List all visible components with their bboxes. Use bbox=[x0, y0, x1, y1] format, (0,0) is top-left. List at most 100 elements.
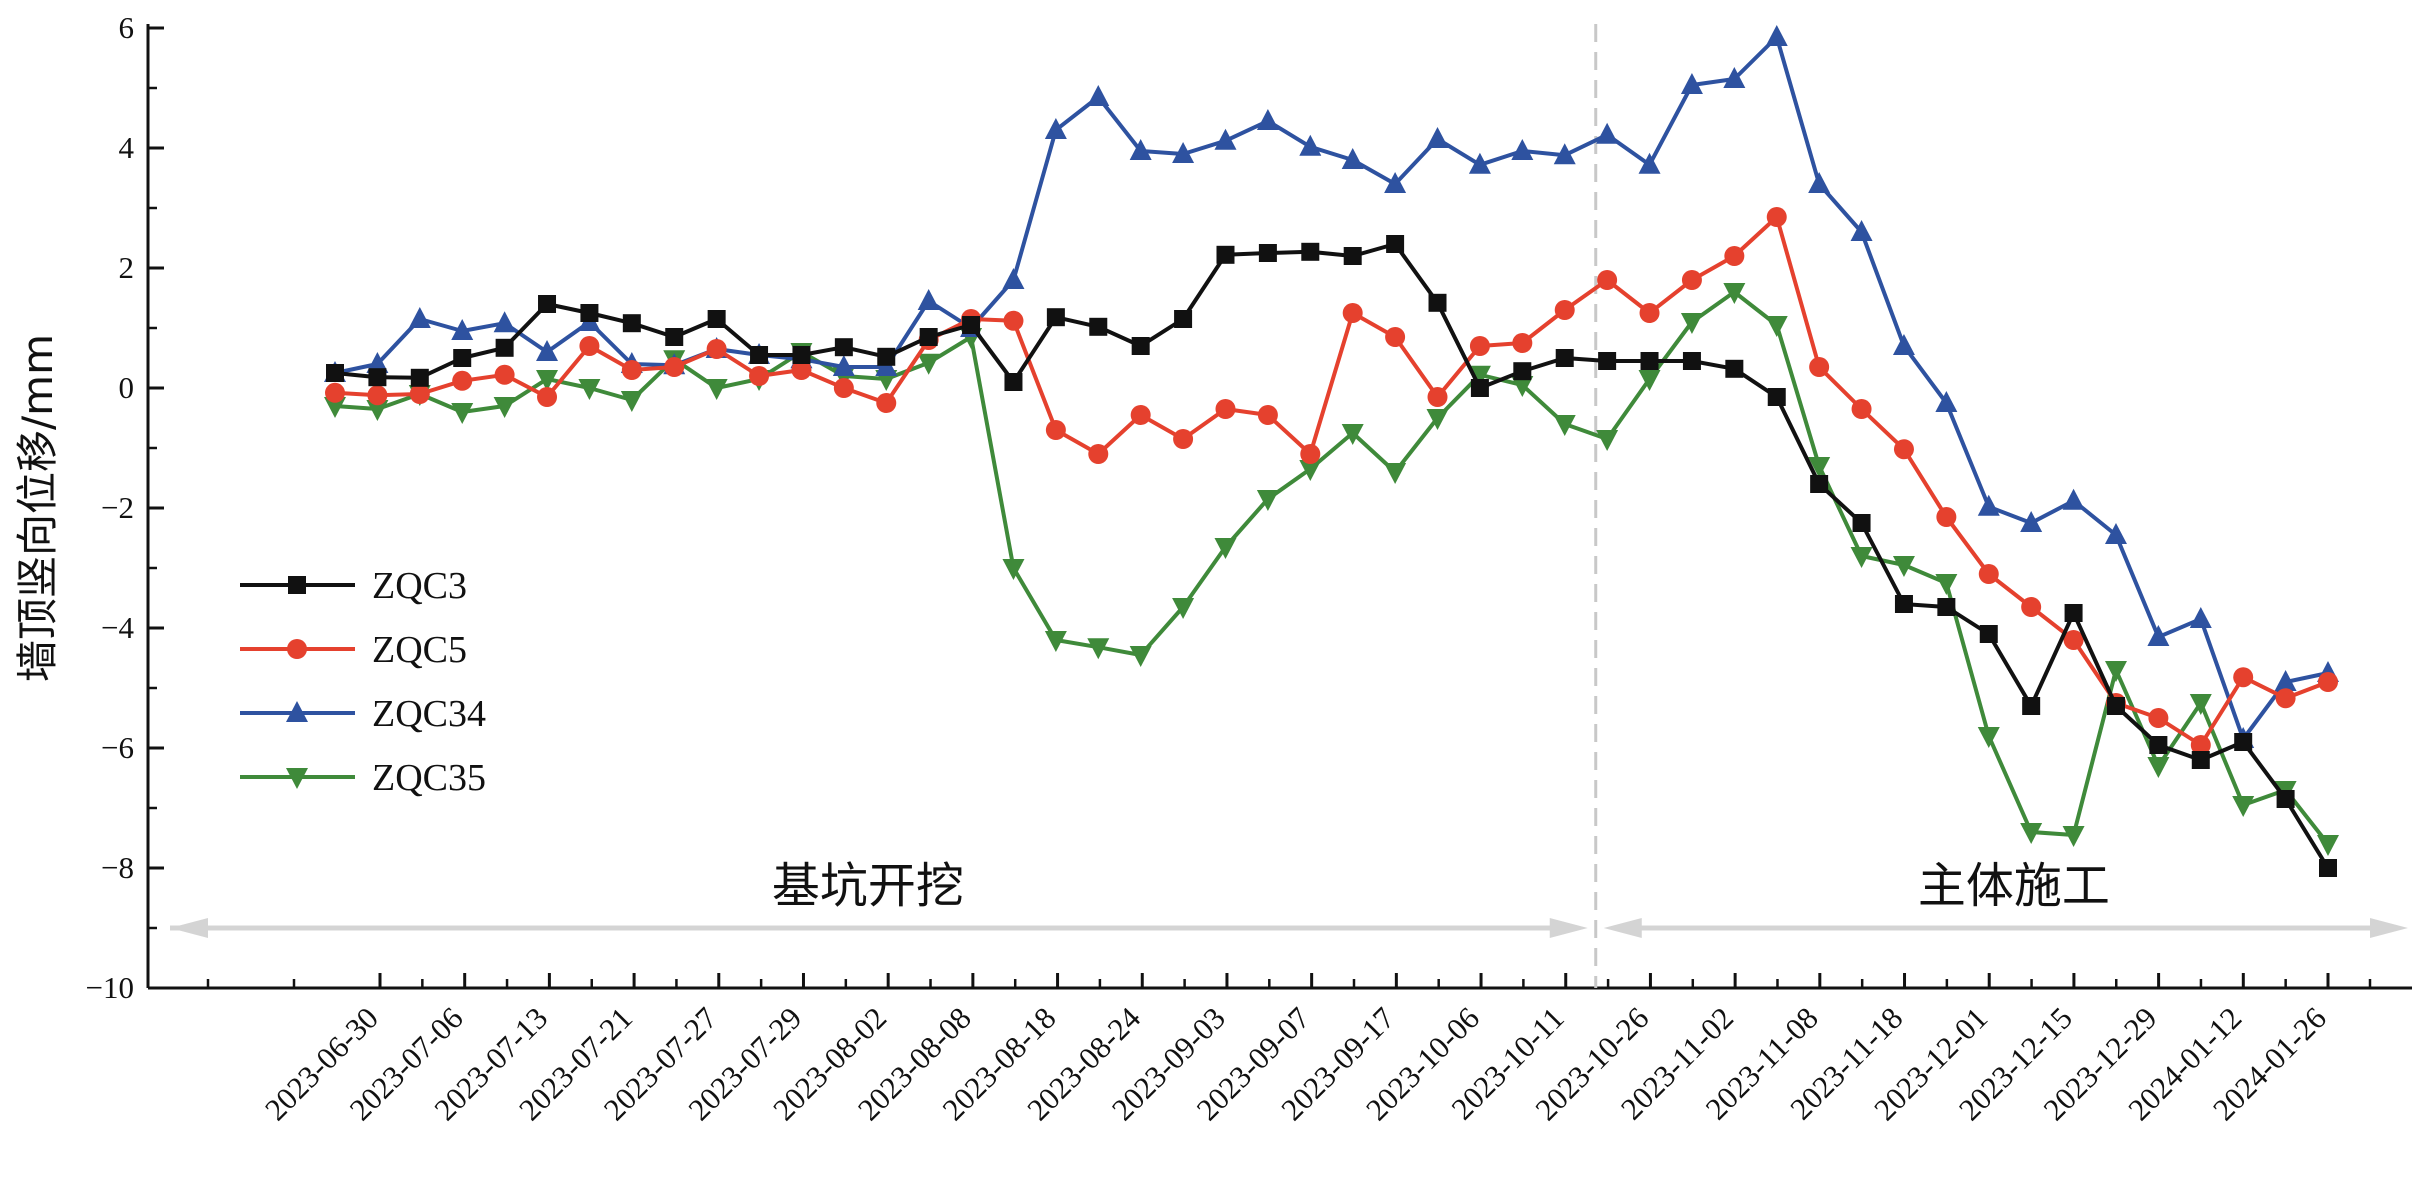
data-point bbox=[1850, 220, 1873, 241]
phase-arrowhead bbox=[1603, 918, 1642, 938]
data-point bbox=[2232, 796, 2255, 817]
data-point bbox=[1214, 538, 1237, 559]
data-point bbox=[580, 304, 599, 322]
series-line bbox=[334, 242, 2330, 870]
data-point bbox=[1765, 316, 1788, 337]
data-point bbox=[1044, 631, 1067, 652]
data-point bbox=[367, 385, 388, 406]
data-point bbox=[495, 338, 514, 357]
data-point bbox=[1598, 352, 1617, 370]
data-point bbox=[1725, 359, 1744, 378]
series-line bbox=[334, 215, 2329, 747]
data-point bbox=[791, 360, 812, 380]
data-point bbox=[1384, 172, 1407, 193]
data-point bbox=[621, 360, 642, 380]
legend-item: ZQC5 bbox=[240, 629, 467, 671]
data-point bbox=[452, 370, 473, 391]
data-point bbox=[579, 336, 600, 356]
data-point bbox=[1214, 128, 1237, 150]
data-point bbox=[620, 391, 643, 412]
data-point bbox=[1299, 460, 1322, 481]
data-point bbox=[1468, 152, 1491, 174]
data-point bbox=[833, 378, 854, 398]
data-point bbox=[1810, 475, 1829, 493]
data-point bbox=[1341, 424, 1364, 445]
data-point bbox=[366, 400, 389, 421]
data-point bbox=[705, 379, 728, 400]
y-tick-label: −10 bbox=[86, 970, 134, 1005]
data-point bbox=[1427, 387, 1448, 407]
data-point bbox=[366, 352, 389, 373]
data-point bbox=[2319, 859, 2337, 877]
data-point bbox=[749, 366, 770, 386]
data-point bbox=[1342, 303, 1363, 323]
legend: ZQC3 ZQC5 ZQC34 ZQC35 bbox=[240, 565, 486, 799]
data-point bbox=[1257, 405, 1278, 425]
data-point bbox=[1935, 574, 1958, 595]
data-point bbox=[1682, 352, 1701, 370]
series-zqc3 bbox=[326, 235, 2337, 877]
data-point bbox=[792, 346, 811, 364]
data-point bbox=[2147, 625, 2170, 646]
data-point bbox=[1426, 127, 1449, 148]
data-point bbox=[2106, 697, 2125, 715]
y-tick-label: 2 bbox=[119, 250, 135, 285]
data-point bbox=[1258, 244, 1277, 262]
data-point bbox=[2190, 735, 2211, 755]
data-point bbox=[1511, 139, 1534, 160]
data-point bbox=[1172, 598, 1195, 619]
data-point bbox=[1131, 337, 1150, 355]
data-point bbox=[1935, 391, 1958, 412]
data-point bbox=[1173, 429, 1194, 449]
data-point bbox=[494, 364, 515, 385]
data-point bbox=[1809, 357, 1830, 377]
data-point bbox=[2233, 667, 2254, 688]
data-point bbox=[2274, 670, 2297, 691]
data-point bbox=[750, 346, 769, 364]
data-point bbox=[1638, 152, 1661, 174]
data-point bbox=[1979, 625, 1998, 643]
data-point bbox=[1386, 235, 1405, 253]
data-point bbox=[538, 295, 557, 313]
data-point bbox=[2189, 607, 2212, 628]
data-point bbox=[834, 338, 853, 357]
legend-label: ZQC3 bbox=[372, 565, 467, 607]
data-point bbox=[1680, 313, 1703, 334]
data-point bbox=[287, 639, 307, 659]
data-point bbox=[1089, 317, 1108, 336]
data-point bbox=[1852, 514, 1871, 532]
data-point bbox=[1002, 559, 1025, 580]
data-point bbox=[1046, 308, 1065, 327]
data-point bbox=[1851, 399, 1872, 419]
data-point bbox=[409, 384, 430, 404]
data-point bbox=[1002, 268, 1025, 289]
data-point bbox=[1553, 415, 1576, 436]
data-point bbox=[2149, 736, 2168, 754]
data-point bbox=[1893, 439, 1914, 460]
data-point bbox=[408, 307, 431, 328]
phase-arrowhead bbox=[2370, 918, 2408, 938]
data-point bbox=[1087, 85, 1110, 106]
data-point bbox=[1977, 727, 2000, 748]
data-point bbox=[451, 319, 474, 340]
data-point bbox=[2317, 835, 2339, 856]
data-point bbox=[1299, 134, 1322, 156]
data-point bbox=[1045, 420, 1066, 440]
data-point bbox=[1216, 245, 1235, 264]
legend-label: ZQC34 bbox=[372, 693, 486, 735]
data-point bbox=[707, 310, 726, 328]
data-point bbox=[286, 768, 308, 789]
data-point bbox=[2318, 672, 2338, 692]
data-point bbox=[1808, 172, 1831, 193]
data-point bbox=[368, 368, 387, 387]
data-point bbox=[962, 316, 981, 334]
series-lines bbox=[324, 25, 2339, 877]
data-point bbox=[1936, 507, 1957, 527]
data-point bbox=[2148, 708, 2169, 728]
data-point bbox=[1428, 293, 1447, 312]
phase-arrowhead bbox=[170, 918, 208, 938]
data-point bbox=[1256, 109, 1279, 130]
data-point bbox=[1766, 207, 1787, 227]
data-point bbox=[1172, 142, 1195, 163]
data-point bbox=[1638, 370, 1661, 391]
